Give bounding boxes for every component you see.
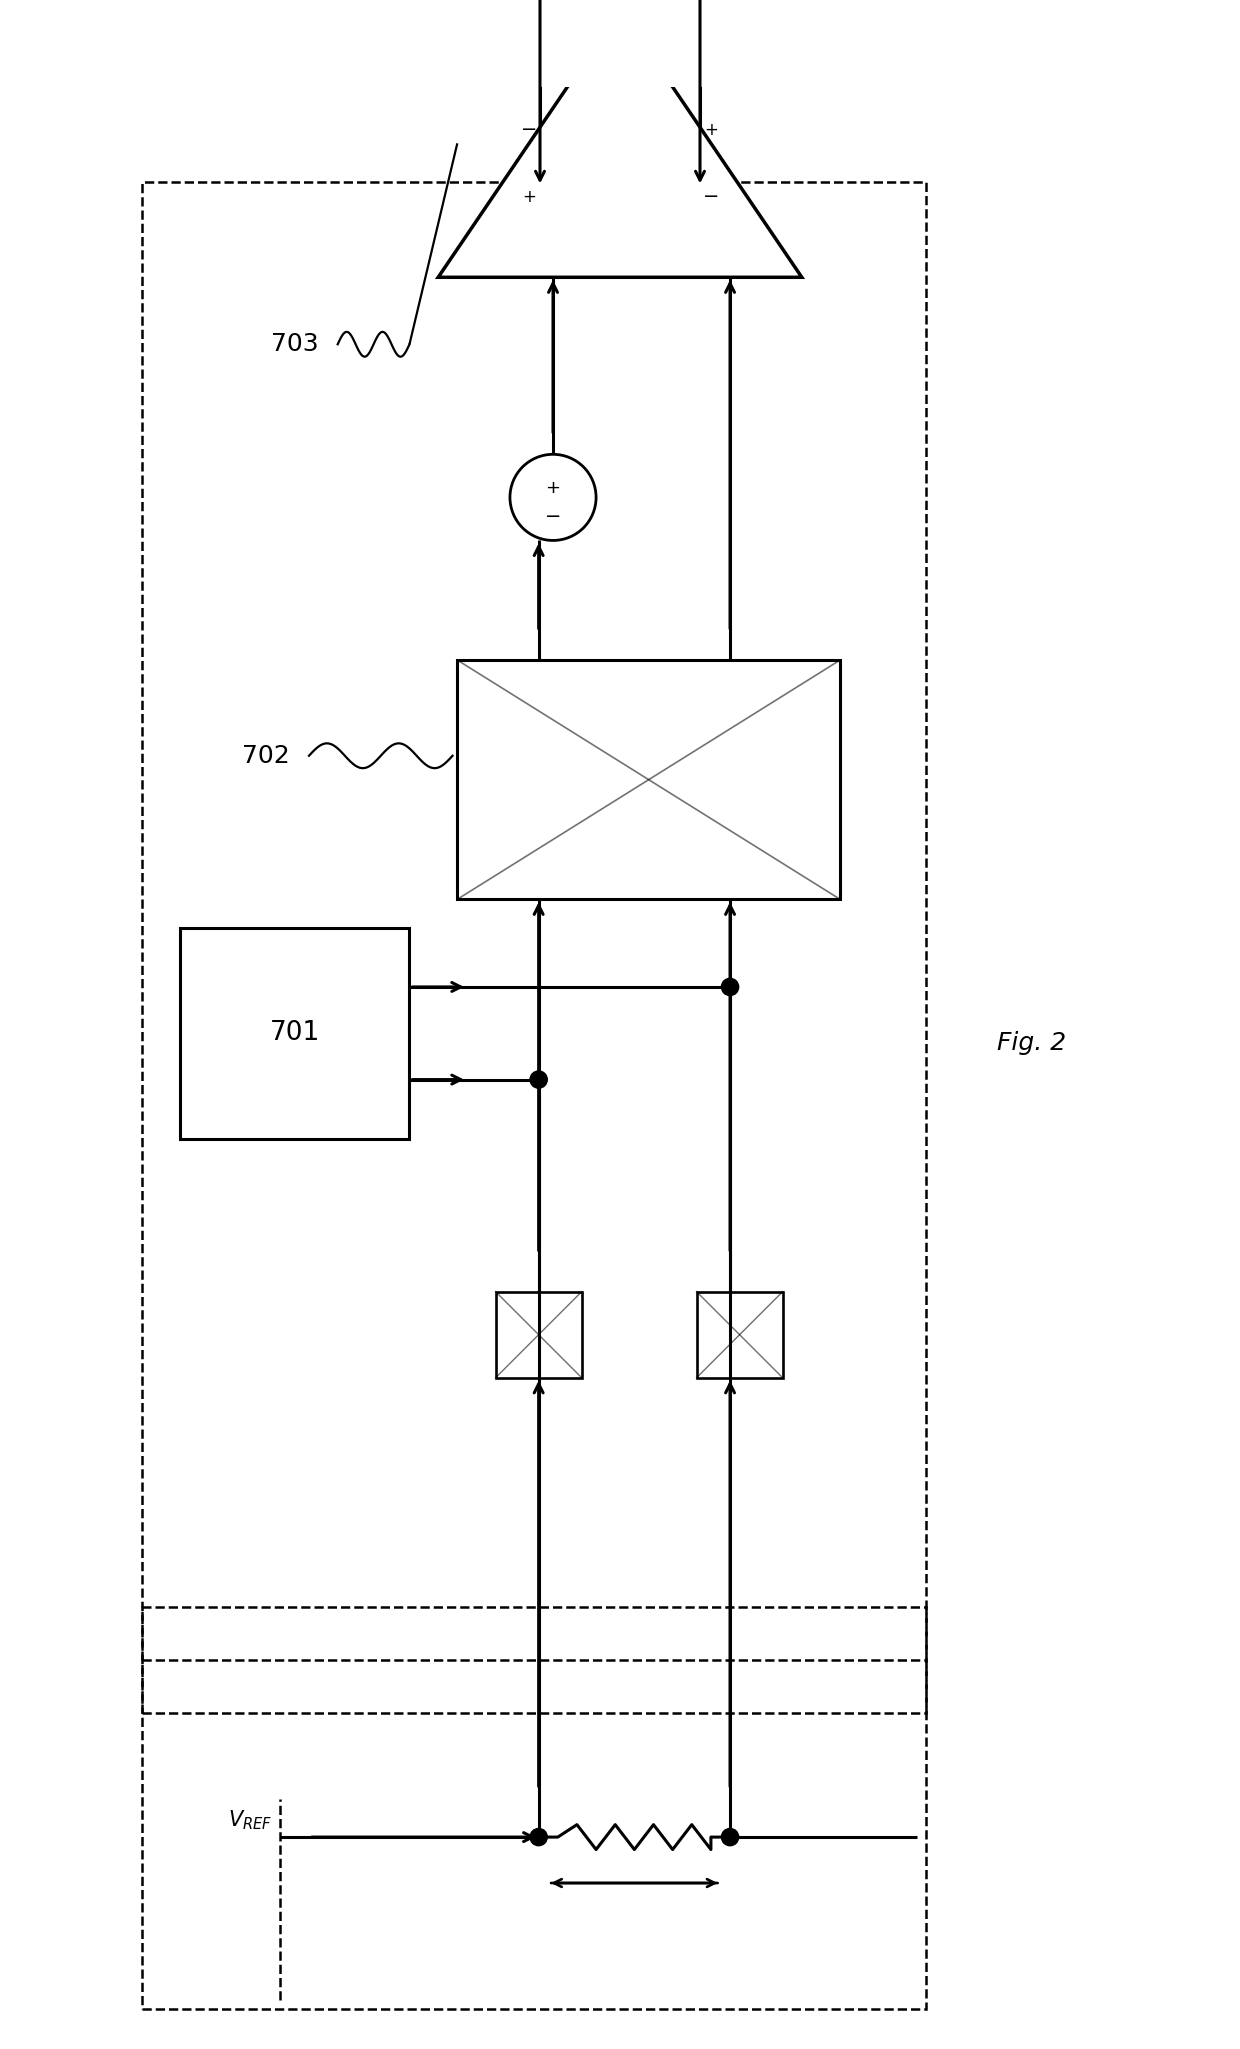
Text: $V_{REF}$: $V_{REF}$ [228,1807,272,1832]
Circle shape [510,455,596,541]
Bar [141,182,926,1713]
Text: −: − [521,121,537,139]
Text: +: + [546,479,560,496]
Text: 703: 703 [270,332,319,357]
Text: Fig. 2: Fig. 2 [997,1031,1066,1055]
Circle shape [529,1072,547,1088]
Bar [697,1291,782,1377]
Bar [496,1291,582,1377]
Text: 702: 702 [242,744,290,768]
Text: −: − [703,186,719,207]
Text: 701: 701 [269,1020,320,1047]
Polygon shape [438,10,802,277]
Circle shape [722,1828,739,1846]
Bar [458,660,839,900]
Text: +: + [522,189,536,205]
Bar [180,928,409,1139]
Bar [141,1606,926,2010]
Circle shape [529,1828,547,1846]
Text: +: + [704,121,718,139]
Circle shape [722,977,739,996]
Text: −: − [544,506,562,527]
